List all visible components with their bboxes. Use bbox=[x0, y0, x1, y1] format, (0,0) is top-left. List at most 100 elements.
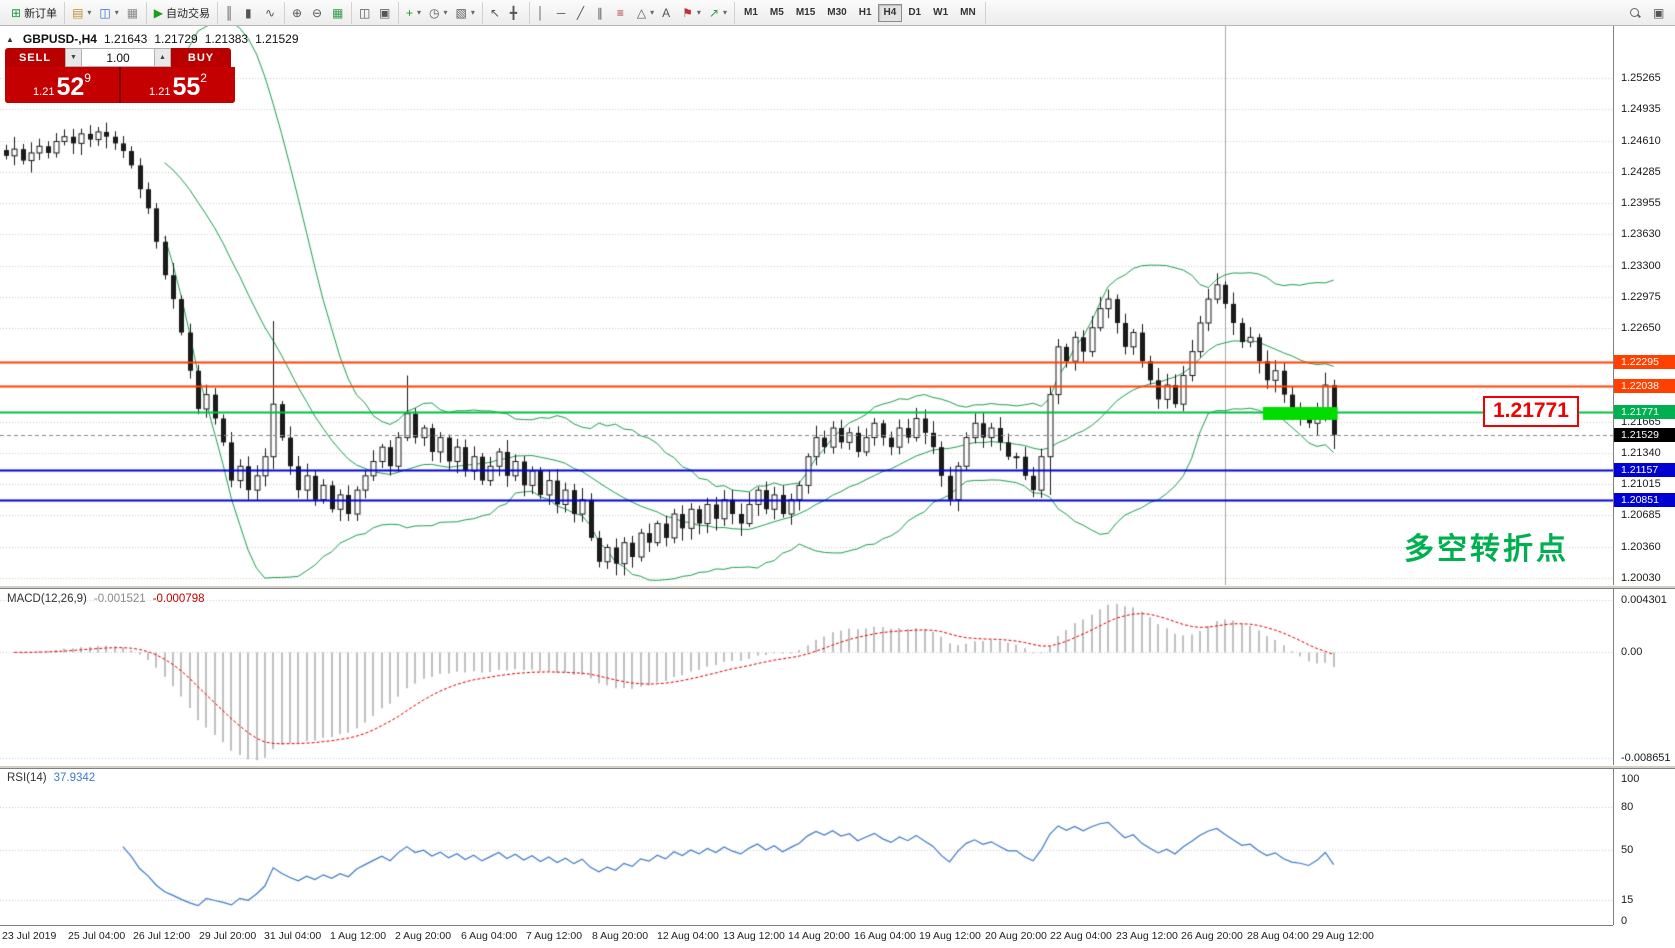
price-axis[interactable]: 1.25265 1.24935 1.24610 1.24285 1.23955 1.236… bbox=[1613, 26, 1675, 927]
price-axis-label: 1.24285 bbox=[1621, 165, 1661, 178]
chart-header: ▲ GBPUSD-,H4 1.21643 1.21729 1.21383 1.2… bbox=[6, 32, 299, 46]
toolbar-group-cursor: ↖ ╋ bbox=[483, 1, 530, 24]
crosshair-button[interactable]: ╋ bbox=[506, 3, 526, 23]
timeframe-d1[interactable]: D1 bbox=[902, 4, 927, 22]
timeframe-h4[interactable]: H4 bbox=[877, 3, 903, 22]
high-value: 1.21729 bbox=[154, 32, 198, 46]
macd-canvas[interactable] bbox=[0, 589, 1613, 765]
zoom-in-icon: ⊕ bbox=[292, 5, 303, 20]
line-chart-button[interactable]: ∿ bbox=[261, 3, 281, 23]
trendline-button[interactable]: ╱ bbox=[573, 3, 593, 23]
time-axis-label: 14 Aug 20:00 bbox=[788, 930, 850, 942]
arrows-icon: ↗ bbox=[708, 5, 719, 20]
price-tag-120851: 1.20851 bbox=[1614, 492, 1675, 507]
zoom-in-button[interactable]: ⊕ bbox=[288, 3, 308, 23]
rsi-canvas[interactable] bbox=[0, 769, 1613, 925]
periods-button[interactable]: ◷ ▾ bbox=[425, 3, 452, 23]
autotrading-button[interactable]: ▶ 自动交易 bbox=[150, 3, 214, 23]
market-watch-icon: ▦ bbox=[126, 5, 139, 20]
timeframe-m15[interactable]: M15 bbox=[790, 4, 821, 22]
time-axis-label: 26 Aug 20:00 bbox=[1181, 930, 1243, 942]
toolbar-group-layout: ◫ ▣ bbox=[352, 1, 400, 24]
time-axis-label: 28 Aug 04:00 bbox=[1247, 930, 1309, 942]
toolbar-group-autotrading: ▶ 自动交易 bbox=[147, 1, 219, 24]
timeframe-m1[interactable]: M1 bbox=[738, 4, 764, 22]
sell-price-prefix: 1.21 bbox=[33, 86, 55, 98]
rsi-value: 37.9342 bbox=[53, 772, 96, 784]
sell-button[interactable]: 1.21 52 9 bbox=[5, 67, 119, 103]
tile-windows-button[interactable]: ◫ bbox=[355, 3, 375, 23]
shapes-button[interactable]: △ ▾ bbox=[633, 3, 658, 23]
horizontal-line-button[interactable]: ─ bbox=[553, 3, 573, 23]
time-axis-label: 1 Aug 12:00 bbox=[330, 930, 387, 942]
price-tag-122295: 1.22295 bbox=[1614, 354, 1675, 369]
timeframe-m5[interactable]: M5 bbox=[764, 4, 790, 22]
volume-increase-button[interactable]: ▲ bbox=[154, 48, 171, 67]
volume-decrease-button[interactable]: ▼ bbox=[65, 48, 82, 67]
buy-label: BUY bbox=[171, 48, 231, 67]
pane-splitter-main-macd[interactable] bbox=[0, 585, 1675, 589]
timeframe-h1[interactable]: H1 bbox=[853, 4, 878, 22]
auto-arrange-button[interactable]: ▦ bbox=[328, 3, 348, 23]
search-button[interactable] bbox=[1625, 3, 1645, 23]
macd-name: MACD(12,26,9) bbox=[7, 593, 87, 605]
candlestick-chart-button[interactable]: ▮ bbox=[241, 3, 261, 23]
oct-collapse-icon[interactable]: ▲ bbox=[6, 34, 14, 44]
text-button[interactable]: A bbox=[658, 3, 678, 23]
channel-button[interactable]: ∥ bbox=[593, 3, 613, 23]
new-order-button[interactable]: ⊞ 新订单 bbox=[7, 3, 61, 23]
line-chart-icon: ∿ bbox=[265, 5, 276, 20]
fibonacci-button[interactable]: ≡ bbox=[613, 3, 633, 23]
charts-button[interactable]: ▤ ▾ bbox=[68, 3, 95, 23]
macd-label-row: MACD(12,26,9) -0.001521 -0.000798 bbox=[7, 593, 204, 605]
timeframe-m30[interactable]: M30 bbox=[821, 4, 852, 22]
chevron-down-icon: ▾ bbox=[87, 8, 92, 17]
main-chart-canvas[interactable] bbox=[0, 26, 1613, 585]
cascade-windows-icon: ▣ bbox=[379, 5, 391, 20]
toolbar-right: ▣ bbox=[1625, 3, 1671, 23]
timeframe-w1[interactable]: W1 bbox=[927, 4, 954, 22]
charts-icon: ▤ bbox=[72, 5, 84, 20]
vertical-line-button[interactable]: │ bbox=[533, 3, 553, 23]
templates-icon: ▧ bbox=[455, 5, 467, 20]
symbol-period-label: GBPUSD-,H4 bbox=[22, 32, 97, 46]
rsi-axis-label: 15 bbox=[1621, 893, 1634, 906]
timeframe-mn[interactable]: MN bbox=[954, 4, 982, 22]
price-axis-label: 1.22650 bbox=[1621, 321, 1661, 334]
bar-chart-icon: ║ bbox=[225, 5, 234, 20]
indicators-button[interactable]: + ▾ bbox=[402, 3, 425, 23]
price-axis-label: 1.22975 bbox=[1621, 290, 1661, 303]
arrows-button[interactable]: ↗ ▾ bbox=[705, 3, 731, 23]
chevron-down-icon: ▾ bbox=[696, 8, 701, 17]
horizontal-line-icon: ─ bbox=[556, 5, 566, 20]
time-axis-label: 31 Jul 04:00 bbox=[264, 930, 322, 942]
market-watch-button[interactable]: ▦ bbox=[123, 3, 143, 23]
zoom-out-button[interactable]: ⊖ bbox=[308, 3, 328, 23]
buy-button[interactable]: 1.21 55 2 bbox=[121, 67, 235, 103]
price-axis-label: 1.21340 bbox=[1621, 446, 1661, 459]
price-tag-121157: 1.21157 bbox=[1614, 463, 1675, 478]
pane-splitter-macd-rsi[interactable] bbox=[0, 765, 1675, 769]
time-axis-label: 20 Aug 20:00 bbox=[985, 930, 1047, 942]
workspace-button-icon: ▣ bbox=[1653, 5, 1665, 20]
price-axis-label: 1.23630 bbox=[1621, 228, 1661, 241]
chevron-down-icon: ▾ bbox=[114, 8, 119, 17]
workspace-button[interactable]: ▣ bbox=[1649, 3, 1669, 23]
cursor-button[interactable]: ↖ bbox=[486, 3, 506, 23]
chevron-down-icon: ▾ bbox=[417, 8, 422, 17]
cascade-windows-button[interactable]: ▣ bbox=[375, 3, 395, 23]
time-axis[interactable]: 23 Jul 2019 25 Jul 04:00 26 Jul 12:00 29 Ju… bbox=[0, 925, 1613, 948]
auto-arrange-icon: ▦ bbox=[332, 5, 344, 20]
main-chart-pane bbox=[0, 26, 1613, 585]
price-axis-label: 1.23955 bbox=[1621, 197, 1661, 210]
profiles-button[interactable]: ◫ ▾ bbox=[95, 3, 122, 23]
bar-chart-button[interactable]: ║ bbox=[221, 3, 241, 23]
volume-input[interactable] bbox=[82, 48, 154, 67]
profiles-icon: ◫ bbox=[99, 5, 111, 20]
templates-button[interactable]: ▧ ▾ bbox=[452, 3, 479, 23]
price-axis-label: 1.23300 bbox=[1621, 259, 1661, 272]
toolbar-group-chart-type: ║ ▮ ∿ bbox=[218, 1, 286, 24]
text-icon: A bbox=[662, 5, 671, 20]
flag-objects-button[interactable]: ⚑ ▾ bbox=[678, 3, 705, 23]
rsi-label-row: RSI(14) 37.9342 bbox=[7, 772, 95, 784]
